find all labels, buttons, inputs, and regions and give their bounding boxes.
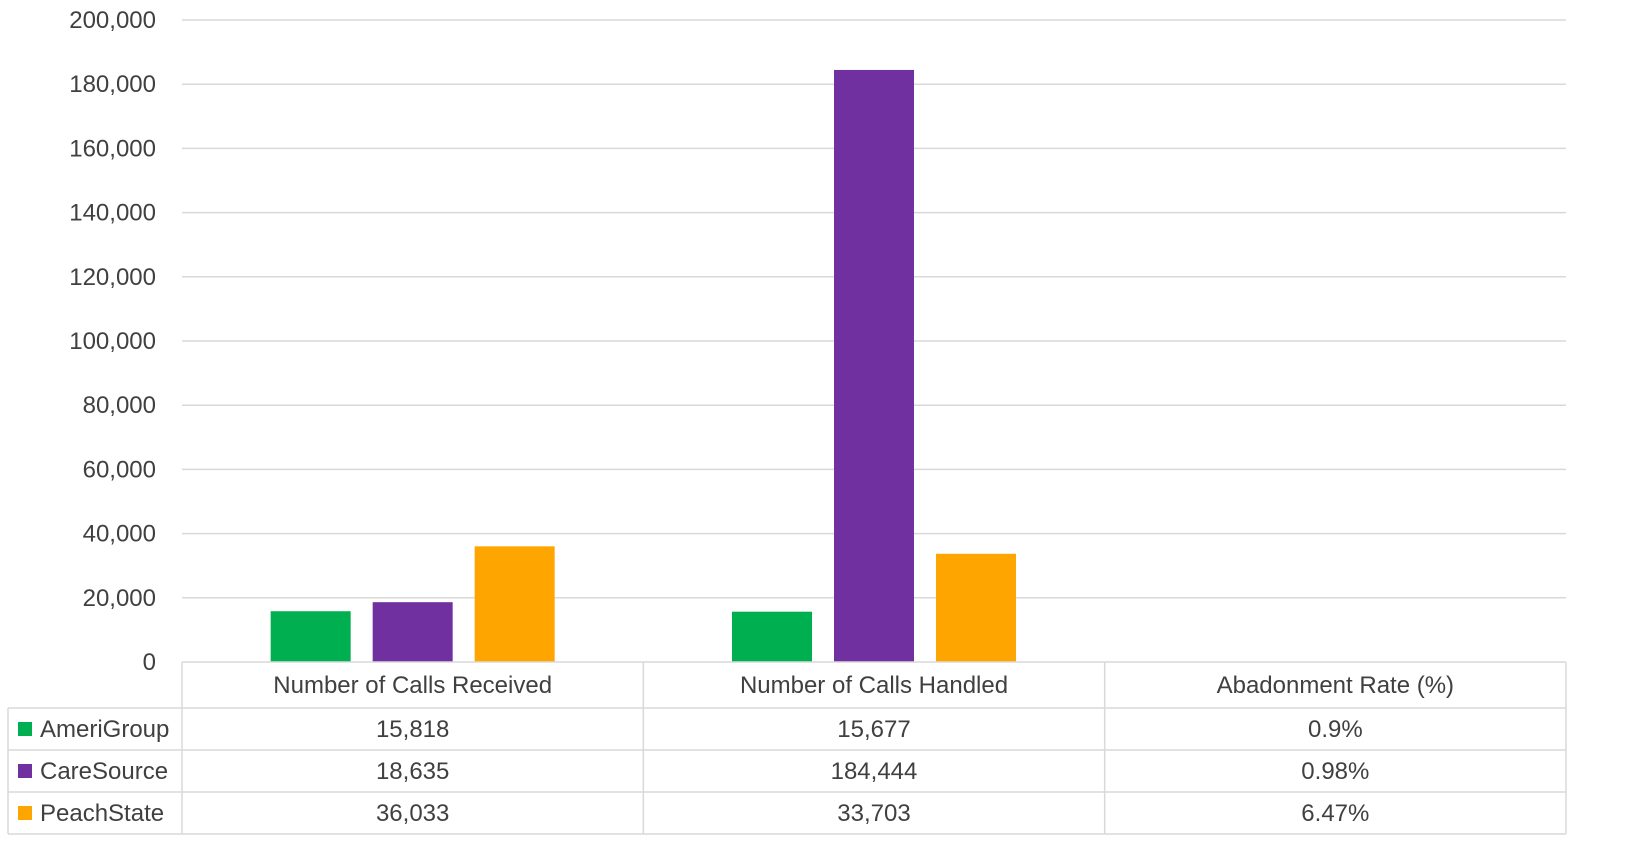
data-label: 6.47% — [1301, 800, 1369, 827]
y-tick-label: 120,000 — [69, 264, 156, 291]
data-label: 184,444 — [831, 758, 918, 785]
legend-key-caresource — [18, 764, 32, 778]
y-tick-label: 160,000 — [69, 135, 156, 162]
data-label: 33,703 — [837, 800, 910, 827]
y-tick-label: 40,000 — [83, 521, 156, 548]
data-label: 0.98% — [1301, 758, 1369, 785]
data-label: 15,677 — [837, 716, 910, 743]
bar-amerigroup-1 — [270, 611, 351, 662]
bar-peachstate-2 — [936, 553, 1016, 662]
bar-amerigroup-2 — [732, 611, 812, 662]
legend-key-peachstate — [18, 806, 32, 820]
data-label: 18,635 — [376, 758, 449, 785]
x-category-label: Abadonment Rate (%) — [1217, 672, 1454, 699]
data-label: 36,033 — [376, 800, 449, 827]
data-label: 15,818 — [376, 716, 449, 743]
legend-label-caresource: CareSource — [40, 758, 168, 785]
x-category-label: Number of Calls Handled — [740, 672, 1008, 699]
y-tick-label: 0 — [143, 649, 156, 676]
y-tick-label: 100,000 — [69, 328, 156, 355]
data-table: Number of Calls Received Number of Calls … — [7, 661, 1567, 835]
bar-caresource-1 — [372, 602, 453, 662]
bar-caresource-2 — [834, 69, 914, 663]
bar-peachstate-1 — [474, 546, 555, 662]
y-tick-label: 200,000 — [69, 7, 156, 34]
y-tick-label: 20,000 — [83, 585, 156, 612]
x-category-label: Number of Calls Received — [273, 672, 552, 699]
y-tick-label: 180,000 — [69, 71, 156, 98]
data-label: 0.9% — [1308, 716, 1363, 743]
y-tick-label: 140,000 — [69, 200, 156, 227]
legend-label-peachstate: PeachState — [40, 800, 164, 827]
legend-key-amerigroup — [18, 722, 32, 736]
legend-label-amerigroup: AmeriGroup — [40, 716, 169, 743]
y-axis-tick-labels: 0 20,000 40,000 60,000 80,000 100,000 120,000 1… — [69, 7, 156, 676]
y-tick-label: 60,000 — [83, 456, 156, 483]
y-tick-label: 80,000 — [83, 392, 156, 419]
bars — [270, 69, 1478, 663]
